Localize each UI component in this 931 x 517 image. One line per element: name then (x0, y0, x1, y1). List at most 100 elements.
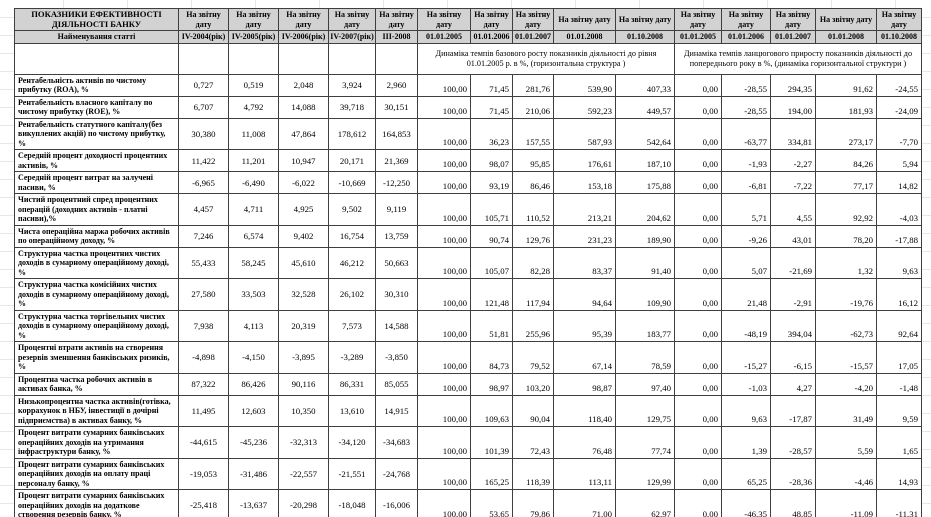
chain-growth-cell[interactable]: -4,20 (815, 372, 877, 396)
chain-growth-cell[interactable]: -24,55 (876, 73, 922, 97)
chain-growth-cell[interactable]: -63,77 (721, 117, 771, 150)
chain-growth-cell[interactable]: 0,00 (674, 73, 722, 97)
base-growth-cell[interactable]: 407,33 (615, 73, 675, 97)
report-value-cell[interactable]: -19,053 (178, 457, 229, 490)
base-growth-cell[interactable]: 103,20 (512, 372, 554, 396)
base-growth-cell[interactable]: 100,00 (417, 171, 471, 194)
base-growth-cell[interactable]: 62,97 (615, 489, 675, 517)
report-value-cell[interactable]: 4,457 (178, 193, 229, 226)
indicator-label-cell[interactable]: Середній процент витрат на залучені паси… (14, 171, 179, 194)
base-growth-cell[interactable]: 176,61 (553, 149, 616, 172)
report-value-cell[interactable]: 10,350 (278, 394, 329, 427)
report-value-cell[interactable]: 6,707 (178, 95, 229, 119)
base-growth-cell[interactable]: 100,00 (417, 309, 471, 342)
chain-growth-cell[interactable]: 5,94 (876, 149, 922, 172)
chain-growth-cell[interactable]: 0,00 (674, 372, 722, 396)
date-header-cell[interactable]: 01.01.2005 (417, 30, 471, 44)
report-date-header-cell[interactable]: На звітну дату (178, 8, 229, 31)
chain-growth-cell[interactable]: 394,04 (770, 309, 816, 342)
base-growth-cell[interactable]: 90,04 (512, 394, 554, 427)
report-value-cell[interactable]: 21,369 (375, 149, 418, 172)
base-growth-cell[interactable]: 129,99 (615, 457, 675, 490)
report-value-cell[interactable]: 14,088 (278, 95, 329, 119)
chain-growth-cell[interactable]: 92,64 (876, 309, 922, 342)
chain-growth-cell[interactable]: -9,26 (721, 224, 771, 248)
base-growth-cell[interactable]: 82,28 (512, 246, 554, 279)
report-value-cell[interactable]: 45,610 (278, 246, 329, 279)
indicator-label-cell[interactable]: Процентні втрати активів на створення ре… (14, 341, 179, 374)
chain-growth-cell[interactable]: 14,82 (876, 171, 922, 194)
base-growth-cell[interactable]: 90,74 (470, 224, 513, 248)
base-growth-cell[interactable]: 100,00 (417, 246, 471, 279)
base-growth-cell[interactable]: 255,96 (512, 309, 554, 342)
chain-growth-cell[interactable]: 0,00 (674, 171, 722, 194)
base-growth-cell[interactable]: 98,97 (470, 372, 513, 396)
report-value-cell[interactable]: 11,422 (178, 149, 229, 172)
article-name-header-cell[interactable]: Найменування статті (14, 30, 179, 44)
report-value-cell[interactable]: 7,246 (178, 224, 229, 248)
report-date-header-cell[interactable]: На звітну дату (770, 8, 816, 31)
chain-growth-cell[interactable]: 273,17 (815, 117, 877, 150)
report-value-cell[interactable]: 11,008 (228, 117, 279, 150)
base-growth-cell[interactable]: 100,00 (417, 426, 471, 459)
base-growth-cell[interactable]: 94,64 (553, 278, 616, 311)
chain-growth-cell[interactable]: 0,00 (674, 117, 722, 150)
indicator-label-cell[interactable]: Рентабельність статутного капіталу(без в… (14, 117, 179, 150)
report-value-cell[interactable]: 0,519 (228, 73, 279, 97)
date-header-cell[interactable]: 01.01.2006 (470, 30, 513, 44)
period-header-cell[interactable]: III-2008 (375, 30, 418, 44)
base-growth-cell[interactable]: 213,21 (553, 193, 616, 226)
base-growth-description[interactable]: Динаміка темпів базового росту показникі… (417, 42, 675, 75)
indicator-label-cell[interactable]: Структурна частка комісійних чистих дохо… (14, 278, 179, 311)
chain-growth-cell[interactable]: -1,48 (876, 372, 922, 396)
base-growth-cell[interactable]: 76,48 (553, 426, 616, 459)
report-date-header-cell[interactable]: На звітну дату (328, 8, 376, 31)
chain-growth-cell[interactable]: 77,17 (815, 171, 877, 194)
report-value-cell[interactable]: -45,236 (228, 426, 279, 459)
chain-growth-cell[interactable]: -4,03 (876, 193, 922, 226)
base-growth-cell[interactable]: 95,39 (553, 309, 616, 342)
report-value-cell[interactable]: 0,727 (178, 73, 229, 97)
indicator-label-cell[interactable]: Чиста операційна маржа робочих активів п… (14, 224, 179, 248)
report-value-cell[interactable]: 26,102 (328, 278, 376, 311)
indicator-label-cell[interactable]: Середній процент доходності процентних а… (14, 149, 179, 172)
report-value-cell[interactable]: 4,711 (228, 193, 279, 226)
base-growth-cell[interactable]: 110,52 (512, 193, 554, 226)
indicator-label-cell[interactable]: Процент витрати сумарних банківських опе… (14, 426, 179, 459)
period-header-cell[interactable]: IV-2004(рік) (178, 30, 229, 44)
chain-growth-cell[interactable]: 1,32 (815, 246, 877, 279)
chain-growth-cell[interactable]: -11,09 (815, 489, 877, 517)
chain-growth-cell[interactable]: 65,25 (721, 457, 771, 490)
report-value-cell[interactable]: 14,588 (375, 309, 418, 342)
report-value-cell[interactable]: -31,486 (228, 457, 279, 490)
report-value-cell[interactable]: -10,669 (328, 171, 376, 194)
report-date-header-cell[interactable]: На звітну дату (417, 8, 471, 31)
chain-growth-cell[interactable]: 17,05 (876, 341, 922, 374)
report-value-cell[interactable]: -21,551 (328, 457, 376, 490)
base-growth-cell[interactable]: 71,00 (553, 489, 616, 517)
chain-growth-cell[interactable]: 294,35 (770, 73, 816, 97)
report-value-cell[interactable]: 2,960 (375, 73, 418, 97)
indicator-label-cell[interactable]: Структурна частка торгівельних чистих до… (14, 309, 179, 342)
base-growth-cell[interactable]: 204,62 (615, 193, 675, 226)
base-growth-cell[interactable]: 72,43 (512, 426, 554, 459)
base-growth-cell[interactable]: 36,23 (470, 117, 513, 150)
chain-growth-cell[interactable]: 0,00 (674, 149, 722, 172)
empty-cell[interactable] (328, 42, 376, 75)
chain-growth-cell[interactable]: 9,63 (721, 394, 771, 427)
report-value-cell[interactable]: 32,528 (278, 278, 329, 311)
report-value-cell[interactable]: 20,319 (278, 309, 329, 342)
report-value-cell[interactable]: 58,245 (228, 246, 279, 279)
report-value-cell[interactable]: -22,557 (278, 457, 329, 490)
base-growth-cell[interactable]: 100,00 (417, 394, 471, 427)
base-growth-cell[interactable]: 78,59 (615, 341, 675, 374)
base-growth-cell[interactable]: 587,93 (553, 117, 616, 150)
chain-growth-cell[interactable]: 5,59 (815, 426, 877, 459)
report-value-cell[interactable]: 3,924 (328, 73, 376, 97)
chain-growth-cell[interactable]: -19,76 (815, 278, 877, 311)
base-growth-cell[interactable]: 231,23 (553, 224, 616, 248)
report-value-cell[interactable]: 33,503 (228, 278, 279, 311)
date-header-cell[interactable]: 01.01.2007 (770, 30, 816, 44)
report-value-cell[interactable]: -4,150 (228, 341, 279, 374)
chain-growth-cell[interactable]: -4,46 (815, 457, 877, 490)
